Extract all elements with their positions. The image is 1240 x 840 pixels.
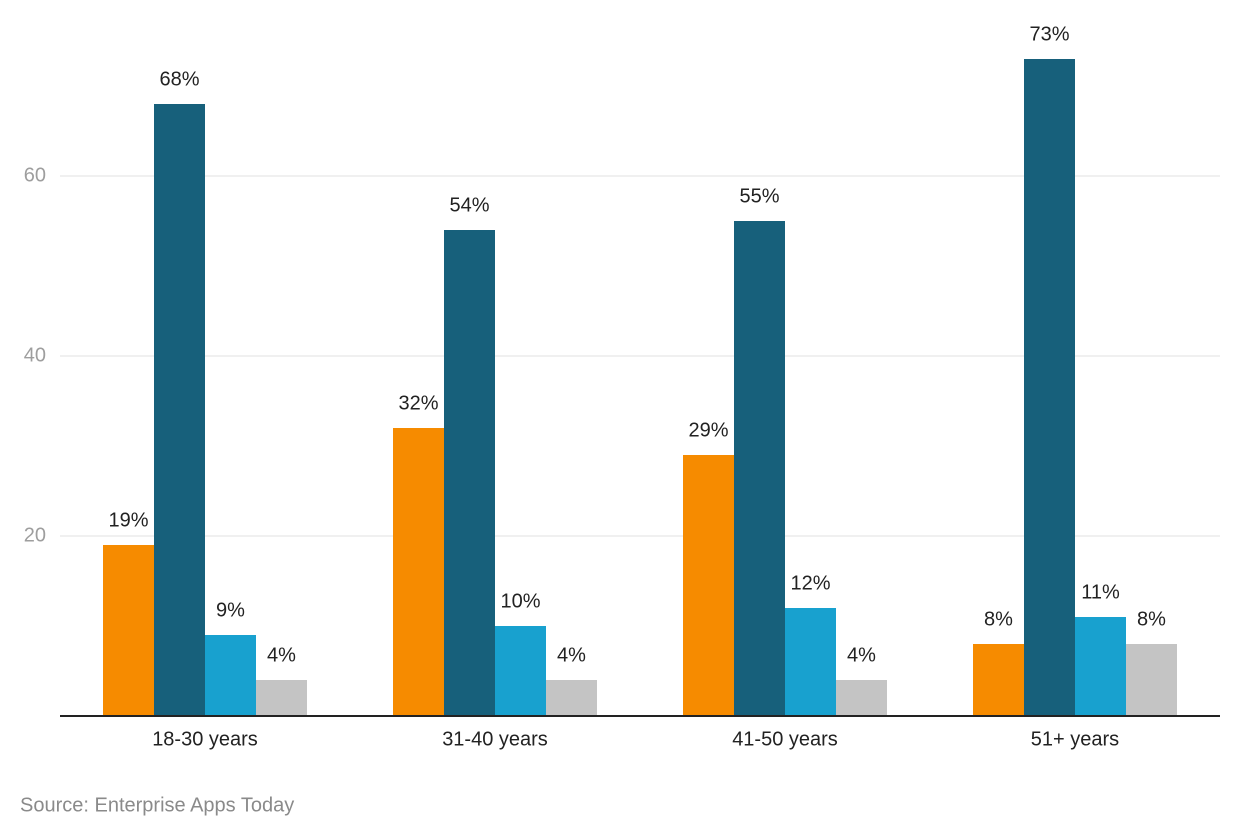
bar: [205, 635, 256, 716]
x-tick-label: 41-50 years: [732, 728, 838, 750]
bar: [973, 644, 1024, 716]
value-label: 8%: [984, 608, 1013, 630]
bar: [495, 626, 546, 716]
source: Source: Enterprise Apps Today: [20, 794, 294, 816]
value-label: 4%: [847, 644, 876, 666]
value-label: 12%: [790, 572, 830, 594]
bar: [393, 428, 444, 716]
bar: [103, 545, 154, 716]
value-label: 4%: [557, 644, 586, 666]
bar: [836, 680, 887, 716]
x-tick-label: 18-30 years: [152, 728, 258, 750]
bar: [785, 608, 836, 716]
value-label: 68%: [159, 68, 199, 90]
bar: [256, 680, 307, 716]
bar: [1075, 617, 1126, 716]
bar: [546, 680, 597, 716]
y-tick-label: 60: [24, 164, 46, 186]
x-tick-label: 31-40 years: [442, 728, 548, 750]
bar: [1126, 644, 1177, 716]
value-label: 4%: [267, 644, 296, 666]
bar: [154, 104, 205, 716]
y-tick-label: 40: [24, 344, 46, 366]
value-label: 11%: [1081, 581, 1120, 603]
bar: [734, 221, 785, 716]
bar: [683, 455, 734, 716]
y-tick-label: 20: [24, 524, 46, 546]
value-label: 73%: [1029, 23, 1069, 45]
value-label: 19%: [108, 509, 148, 531]
value-label: 55%: [739, 185, 779, 207]
value-label: 10%: [500, 590, 540, 612]
value-label: 9%: [216, 599, 245, 621]
value-label: 32%: [398, 392, 438, 414]
bar: [1024, 59, 1075, 716]
x-tick-label: 51+ years: [1031, 728, 1119, 750]
value-label: 8%: [1137, 608, 1166, 630]
value-label: 29%: [688, 419, 728, 441]
bar: [444, 230, 495, 716]
value-label: 54%: [449, 194, 489, 216]
